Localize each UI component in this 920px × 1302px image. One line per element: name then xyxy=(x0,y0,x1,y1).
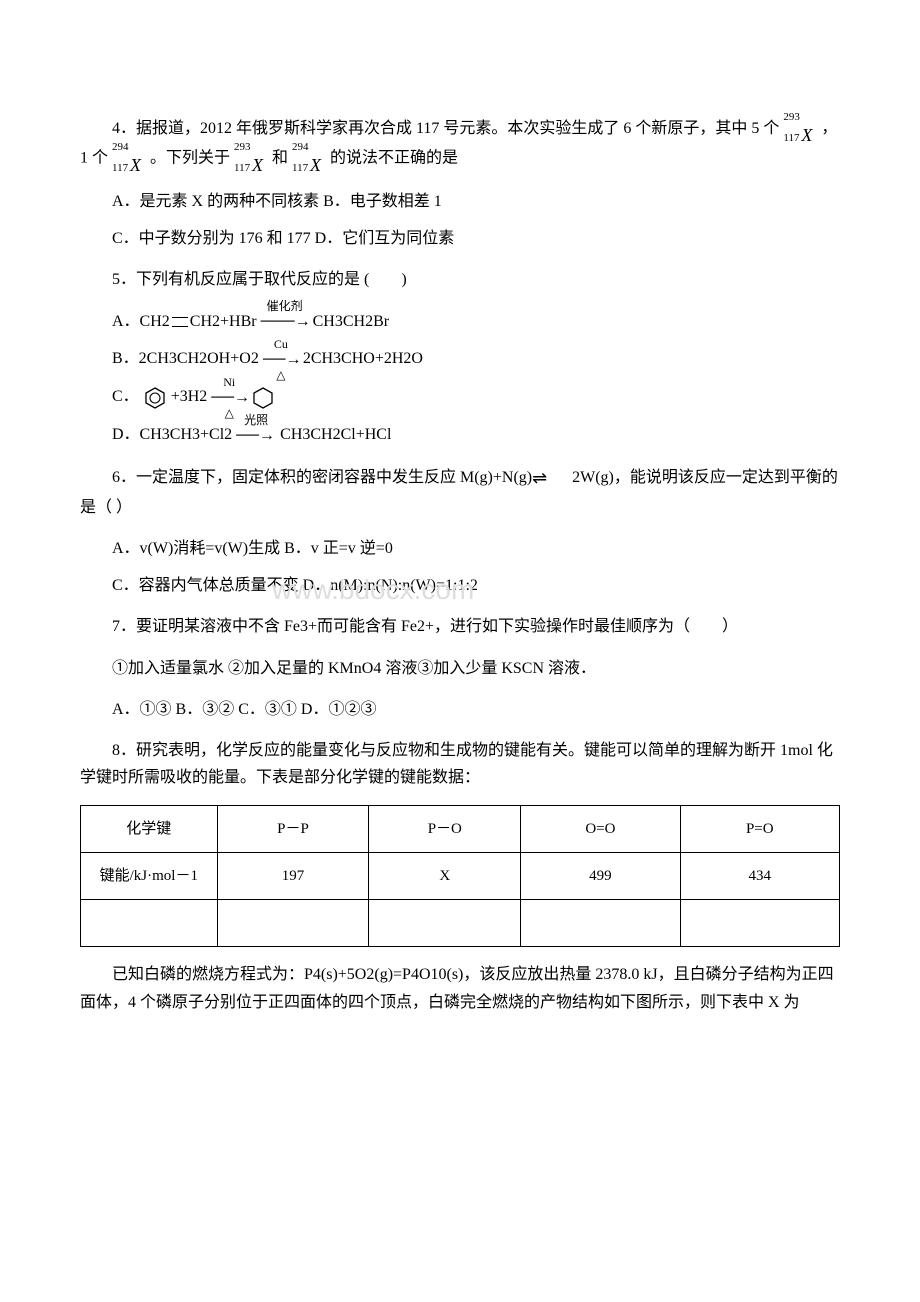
table-cell xyxy=(81,900,218,947)
q4-option-a: A．是元素 X 的两种不同核素 B．电子数相差 1 xyxy=(112,188,840,215)
q6-option-c: C．容器内气体总质量不变 D．n(M):n(N):n(W)=1:1:2 www.… xyxy=(112,572,840,599)
equilibrium-arrow-icon xyxy=(532,463,572,494)
q5-option-b: B．2CH3CH2OH+O2 Cu ──→ △ 2CH3CHO+2H2O xyxy=(112,345,840,373)
table-cell xyxy=(521,900,680,947)
q8-stem: 8．研究表明，化学反应的能量变化与反应物和生成物的键能有关。键能可以简单的理解为… xyxy=(80,737,840,791)
table-cell: 键能/kJ·mol－1 xyxy=(81,853,218,900)
q8-after: 已知白磷的燃烧方程式为：P4(s)+5O2(g)=P4O10(s)，该反应放出热… xyxy=(80,961,840,1015)
q5-option-c: C． +3H2 Ni ──→ △ xyxy=(112,383,840,411)
cyclohexane-icon xyxy=(251,386,275,410)
table-cell xyxy=(369,900,521,947)
table-cell: P－O xyxy=(369,806,521,853)
q5-stem: 5．下列有机反应属于取代反应的是 ( ) xyxy=(80,266,840,293)
isotope-294x-1: 294 117 X xyxy=(112,144,146,174)
q5-option-d: D．CH3CH3+Cl2 光照 ──→ CH3CH2Cl+HCl xyxy=(112,421,840,449)
benzene-icon xyxy=(143,386,167,410)
table-cell: P－P xyxy=(217,806,369,853)
q5-option-a: A．CH2CH2+HBr 催化剂 ───→ CH3CH2Br xyxy=(112,308,840,336)
q4-text-a: 4．据报道，2012 年俄罗斯科学家再次合成 117 号元素。本次实验生成了 6… xyxy=(112,120,779,137)
reaction-arrow: Cu ──→ △ xyxy=(263,346,299,373)
q7-stem: 7．要证明某溶液中不含 Fe3+而可能含有 Fe2+，进行如下实验操作时最佳顺序… xyxy=(80,613,840,640)
table-cell: 434 xyxy=(680,853,839,900)
table-cell xyxy=(217,900,369,947)
q4-option-c: C．中子数分别为 176 和 177 D．它们互为同位素 xyxy=(112,225,840,252)
q4-text-c: 。下列关于 xyxy=(150,150,230,167)
table-cell: O=O xyxy=(521,806,680,853)
q7-line2: ①加入适量氯水 ②加入足量的 KMnO4 溶液③加入少量 KSCN 溶液． xyxy=(80,655,840,682)
q4-text-e: 的说法不正确的是 xyxy=(330,150,458,167)
table-row xyxy=(81,900,840,947)
reaction-arrow: Ni ──→ △ xyxy=(211,384,247,411)
table-cell: X xyxy=(369,853,521,900)
double-bond-icon xyxy=(172,317,188,327)
q4-stem: 4．据报道，2012 年俄罗斯科学家再次合成 117 号元素。本次实验生成了 6… xyxy=(80,114,840,174)
bond-energy-table: 化学键 P－P P－O O=O P=O 键能/kJ·mol－1 197 X 49… xyxy=(80,805,840,947)
table-cell xyxy=(680,900,839,947)
table-cell: 化学键 xyxy=(81,806,218,853)
isotope-293x-1: 293 117 X xyxy=(783,114,817,144)
isotope-294x-2: 294 117 X xyxy=(292,144,326,174)
table-cell: 499 xyxy=(521,853,680,900)
table-cell: P=O xyxy=(680,806,839,853)
q6-option-a: A．v(W)消耗=v(W)生成 B．v 正=v 逆=0 xyxy=(112,535,840,562)
q4-text-d: 和 xyxy=(272,150,288,167)
q6-stem: 6．一定温度下，固定体积的密闭容器中发生反应 M(g)+N(g)2W(g)，能说… xyxy=(80,463,840,521)
q7-options: A．①③ B．③② C．③① D．①②③ xyxy=(112,696,840,723)
isotope-293x-2: 293 117 X xyxy=(234,144,268,174)
reaction-arrow: 光照 ──→ xyxy=(236,422,276,449)
table-cell: 197 xyxy=(217,853,369,900)
table-row: 键能/kJ·mol－1 197 X 499 434 xyxy=(81,853,840,900)
reaction-arrow: 催化剂 ───→ xyxy=(261,308,309,335)
table-row: 化学键 P－P P－O O=O P=O xyxy=(81,806,840,853)
